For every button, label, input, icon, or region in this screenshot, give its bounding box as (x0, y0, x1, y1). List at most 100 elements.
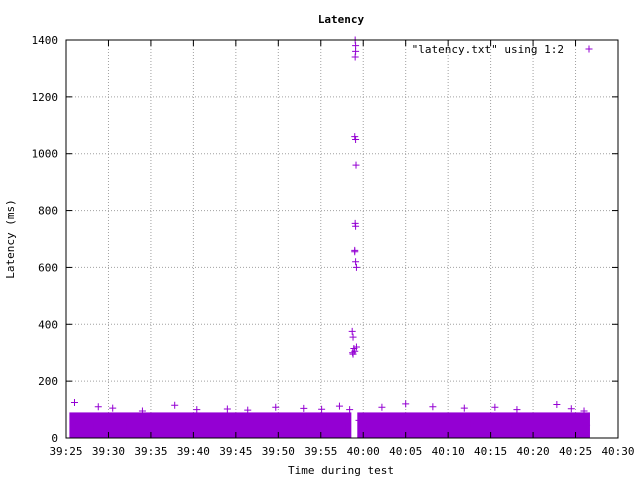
data-point (109, 404, 117, 412)
data-point (303, 419, 311, 427)
data-point (456, 414, 464, 422)
data-point (562, 420, 570, 428)
plot-frame (65, 39, 619, 439)
data-point (144, 420, 152, 428)
data-point (355, 416, 363, 424)
data-point (491, 403, 499, 411)
data-point (323, 420, 331, 428)
x-tick-label: 39:35 (134, 445, 167, 458)
data-point (94, 403, 102, 411)
y-tick-label: 200 (38, 375, 58, 388)
data-point (223, 405, 231, 413)
data-point (513, 406, 521, 414)
data-point (362, 421, 370, 429)
data-point (351, 219, 359, 227)
legend: "latency.txt" using 1:2 (412, 43, 593, 56)
x-tick-label: 40:05 (389, 445, 422, 458)
data-point (72, 421, 80, 429)
data-point (352, 136, 360, 143)
data-point (70, 398, 78, 406)
data-point (445, 421, 453, 429)
data-point (176, 422, 184, 430)
data-point (540, 422, 548, 430)
data-point (349, 333, 357, 341)
x-axis-ticks: 39:25 39:30 39:35 39:40 39:45 39:50 39:55 40:00… (49, 40, 635, 458)
data-point (550, 417, 558, 425)
data-point (394, 422, 402, 430)
x-tick-label: 40:20 (517, 445, 550, 458)
data-point (335, 402, 343, 410)
data-point (186, 418, 194, 426)
data-point (429, 403, 437, 411)
data-point (313, 414, 321, 422)
dense-band-segment (357, 412, 590, 438)
x-tick-label: 39:45 (219, 445, 252, 458)
data-point (103, 418, 111, 426)
x-tick-label: 40:10 (432, 445, 465, 458)
data-point (228, 417, 236, 425)
data-point (351, 347, 359, 355)
data-point (487, 423, 495, 431)
y-tick-label: 0 (51, 432, 58, 445)
data-point (209, 421, 217, 429)
data-point (580, 407, 588, 415)
data-point (272, 403, 280, 411)
data-point (351, 133, 359, 141)
data-point (425, 420, 433, 428)
data-point (508, 421, 516, 429)
data-point (166, 414, 174, 422)
y-tick-label: 1200 (32, 91, 59, 104)
data-point (291, 422, 299, 430)
data-point (583, 421, 591, 429)
data-point (171, 401, 179, 409)
data-point (414, 416, 422, 424)
data-point (90, 423, 98, 431)
x-tick-label: 39:25 (49, 445, 82, 458)
grid-lines (66, 40, 618, 438)
data-point (567, 405, 575, 413)
data-point (553, 400, 561, 408)
data-point (352, 42, 360, 50)
data-point (436, 417, 444, 425)
x-tick-label: 40:30 (601, 445, 634, 458)
data-point (348, 327, 356, 335)
data-point (402, 400, 410, 408)
data-point (466, 420, 474, 428)
data-point (352, 161, 360, 169)
data-point (300, 404, 308, 412)
data-point (193, 406, 201, 414)
data-point (378, 403, 386, 411)
data-point (198, 415, 206, 423)
data-point (519, 418, 527, 426)
x-tick-label: 39:30 (92, 445, 125, 458)
legend-marker-symbol (585, 45, 593, 53)
data-point (217, 419, 225, 427)
y-tick-label: 400 (38, 318, 58, 331)
y-tick-label: 1000 (32, 148, 59, 161)
data-point (123, 423, 131, 431)
data-point (404, 418, 412, 426)
legend-marker (585, 45, 593, 53)
x-axis-label: Time during test (288, 464, 394, 477)
data-point (375, 419, 383, 427)
data-point (318, 405, 326, 413)
x-tick-label: 39:40 (177, 445, 210, 458)
y-tick-label: 1400 (32, 34, 59, 47)
x-tick-label: 40:15 (474, 445, 507, 458)
data-point (138, 407, 146, 415)
data-point (497, 416, 505, 424)
data-point (477, 418, 485, 426)
data-point (349, 350, 357, 358)
x-tick-label: 39:50 (262, 445, 295, 458)
data-point (385, 415, 393, 423)
data-point (80, 417, 88, 425)
legend-label: "latency.txt" using 1:2 (412, 43, 564, 56)
data-point (346, 406, 354, 414)
data-point (155, 420, 163, 428)
data-point (268, 418, 276, 426)
data-point (572, 418, 580, 426)
data-point (333, 417, 341, 425)
y-axis-label: Latency (ms) (4, 199, 17, 278)
